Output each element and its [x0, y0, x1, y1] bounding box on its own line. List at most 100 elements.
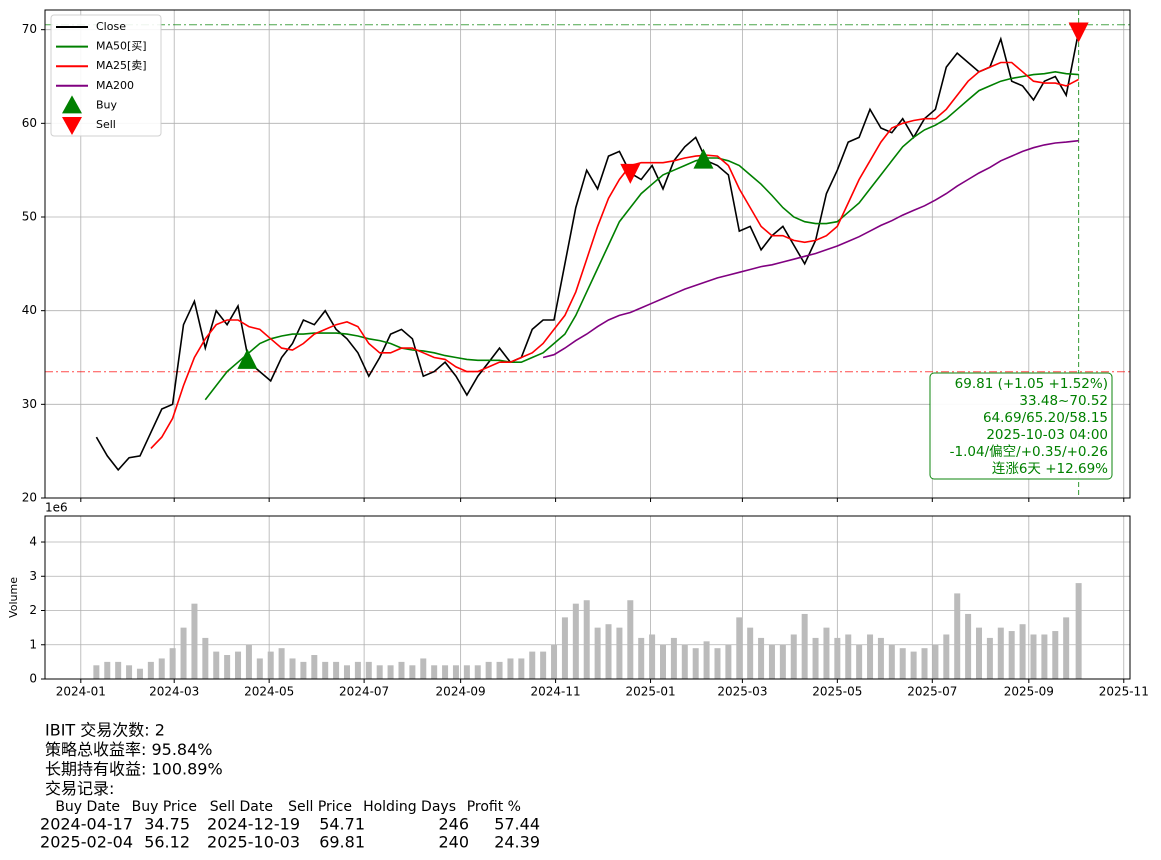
volume-bar [278, 648, 285, 679]
volume-bar [867, 634, 874, 679]
volume-bar [93, 665, 100, 679]
x-tick-label: 2024-11 [531, 685, 581, 699]
y-tick-label: 20 [22, 491, 37, 505]
volume-bar [300, 661, 307, 679]
legend-label: MA200 [96, 79, 134, 92]
x-tick-label: 2025-07 [907, 685, 957, 699]
offset-label: 1e6 [45, 501, 68, 515]
volume-bar [245, 644, 252, 679]
volume-bar [954, 593, 961, 679]
volume-bar [136, 668, 143, 679]
volume-bar [202, 637, 209, 679]
trade-marker [693, 148, 714, 169]
volume-bar [943, 634, 950, 679]
volume-bar [104, 661, 111, 679]
volume-bar [768, 644, 775, 679]
trade-marker [237, 348, 258, 369]
annotation-line: 64.69/65.20/58.15 [983, 410, 1108, 426]
plot-area [45, 516, 1130, 679]
legend-label: Buy [96, 98, 118, 111]
report-line: 交易记录: [45, 779, 114, 798]
volume-bar [801, 613, 808, 679]
trade-marker [620, 163, 641, 184]
volume-bar [485, 661, 492, 679]
x-tick-label: 2024-03 [149, 685, 199, 699]
volume-bar [1063, 617, 1070, 679]
y-axis-label: Volume [7, 577, 20, 618]
table-cell: 2024-12-19 [207, 815, 300, 834]
table-cell: 2025-02-04 [40, 833, 133, 852]
volume-bar [496, 661, 503, 679]
volume-bar [812, 637, 819, 679]
annotation-line: 连涨6天 +12.69% [992, 461, 1108, 477]
y-tick-label: 0 [29, 672, 37, 686]
volume-bar [507, 658, 514, 679]
volume-bar [627, 600, 634, 679]
x-tick-label: 2025-03 [717, 685, 767, 699]
annotation-line: 69.81 (+1.05 +1.52%) [955, 376, 1108, 392]
y-tick-label: 60 [22, 116, 37, 130]
table-cell: 57.44 [494, 815, 540, 834]
volume-bar [529, 651, 536, 679]
volume-bar [180, 627, 187, 679]
x-tick-label: 2025-09 [1004, 685, 1054, 699]
price-line [204, 70, 1079, 401]
y-tick-label: 1 [29, 637, 37, 651]
legend-label: MA50[买] [96, 40, 147, 53]
table-cell: 2024-04-17 [40, 815, 133, 834]
table-cell: 246 [438, 815, 469, 834]
report-line: IBIT 交易次数: 2 [45, 721, 165, 740]
volume-bar [1041, 634, 1048, 679]
annotation-line: -1.04/偏空/+0.35/+0.26 [950, 444, 1108, 460]
volume-bar [681, 644, 688, 679]
volume-bar [442, 665, 449, 679]
volume-bar [605, 624, 612, 679]
table-cell: 2025-10-03 [207, 833, 300, 852]
y-tick-label: 70 [22, 22, 37, 36]
price-line [150, 61, 1079, 449]
y-tick-label: 2 [29, 603, 37, 617]
volume-bar [779, 644, 786, 679]
volume-bar [474, 665, 481, 679]
volume-bar [311, 655, 318, 679]
volume-bar [343, 665, 350, 679]
x-tick-label: 2025-01 [625, 685, 675, 699]
y-tick-label: 30 [22, 397, 37, 411]
volume-bar [333, 661, 340, 679]
trade-marker [1068, 22, 1089, 43]
volume-bar [616, 627, 623, 679]
x-tick-label: 2025-11 [1099, 685, 1149, 699]
volume-bar [1075, 583, 1082, 679]
table-header: Buy Price [132, 799, 197, 815]
y-tick-label: 40 [22, 303, 37, 317]
legend-label: MA25[卖] [96, 59, 147, 72]
volume-bar [365, 661, 372, 679]
volume-bar [289, 658, 296, 679]
volume-bar [572, 603, 579, 679]
volume-bar [921, 648, 928, 679]
volume-bar [561, 617, 568, 679]
volume-bar [1030, 634, 1037, 679]
volume-bar [736, 617, 743, 679]
table-header: Buy Date [55, 799, 120, 815]
report-line: 长期持有收益: 100.89% [45, 760, 223, 779]
volume-bar [1008, 631, 1015, 679]
volume-bar [703, 641, 710, 679]
x-tick-label: 2024-01 [56, 685, 106, 699]
volume-bar [398, 661, 405, 679]
volume-bar [747, 627, 754, 679]
legend-box [50, 14, 162, 137]
volume-bar [267, 651, 274, 679]
volume-bar [235, 651, 242, 679]
volume-bar [910, 651, 917, 679]
x-tick-label: 2024-07 [339, 685, 389, 699]
annotation-line: 33.48~70.52 [1019, 393, 1108, 409]
volume-bar [976, 627, 983, 679]
table-cell: 240 [438, 833, 469, 852]
volume-bar [725, 644, 732, 679]
x-tick-label: 2024-09 [436, 685, 486, 699]
volume-bar [387, 665, 394, 679]
table-header: Holding Days [363, 799, 456, 815]
volume-bar [126, 665, 133, 679]
